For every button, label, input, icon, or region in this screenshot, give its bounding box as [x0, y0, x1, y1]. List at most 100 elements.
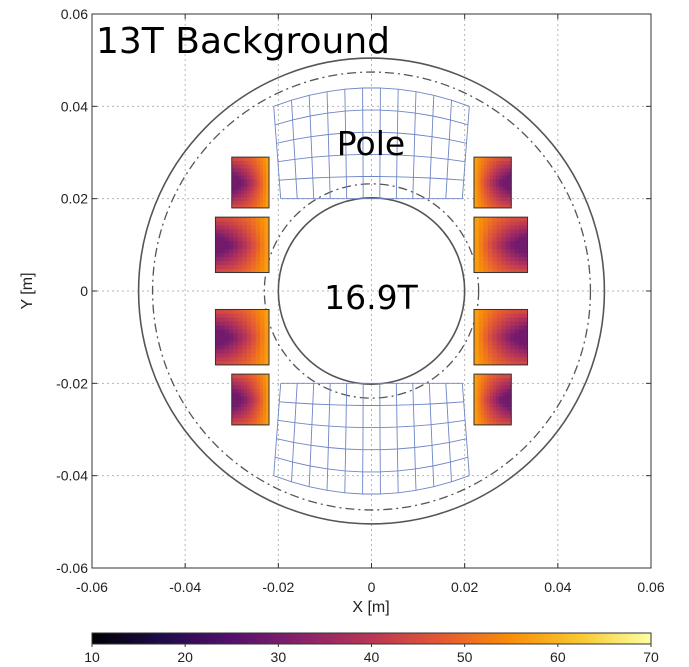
coil-cell [473, 356, 479, 362]
coil-cell [246, 229, 252, 234]
coil-cell [253, 175, 257, 180]
coil-cell [224, 229, 230, 234]
coil-cell [233, 236, 239, 242]
coil-cell [231, 189, 236, 194]
colorbar-ticks: 10 20 30 40 50 60 70 [84, 644, 659, 665]
coil-cell [265, 417, 270, 422]
colorbar-tick-label: 30 [271, 649, 287, 665]
coil-cell [247, 171, 251, 176]
coil-cell [492, 186, 497, 191]
coil-cell [253, 167, 257, 173]
colorbar-tick-label: 20 [177, 649, 193, 665]
coil-cell [514, 236, 520, 242]
coil-cell [508, 421, 512, 426]
coil-cell [237, 356, 243, 362]
coil-cell [496, 236, 502, 242]
coil-cell [523, 325, 528, 330]
coil-cell [250, 388, 254, 393]
coil-cell [256, 204, 261, 209]
coil-cell [242, 360, 248, 366]
coil-cell [509, 337, 515, 342]
coil-cell [262, 157, 267, 162]
coil-cell [495, 204, 500, 209]
coil-cell [523, 248, 528, 254]
coil-cell [477, 414, 481, 419]
bore-field-label: 16.9T [324, 278, 418, 317]
coil-cell [508, 399, 512, 404]
coil-cell [487, 349, 493, 354]
coil-cell [256, 182, 261, 187]
coil-cell [501, 417, 506, 422]
coil-cell [219, 236, 225, 242]
coil-cell [246, 341, 252, 346]
coil-cell [259, 377, 264, 382]
coil-cell [477, 395, 481, 400]
coil-cell [224, 236, 230, 242]
coil-cell [496, 268, 502, 273]
coil-cell [247, 421, 251, 426]
coil-cell [505, 399, 509, 404]
coil-cell [237, 377, 242, 382]
coil-cell [477, 175, 481, 180]
coil-cell [264, 244, 270, 250]
coil-cell [219, 221, 225, 226]
coil-cell [509, 240, 515, 246]
coil-cell [237, 178, 242, 183]
coil-cell [247, 403, 251, 408]
coil-cell [234, 175, 239, 180]
coil-cell [473, 160, 478, 165]
coil-cell [247, 193, 251, 198]
coil-cell [231, 182, 236, 187]
dashdot-circle [263, 183, 480, 399]
coil-cell [487, 244, 493, 250]
coil-cell [228, 256, 234, 262]
coil-block [473, 216, 529, 274]
coil-cell [231, 388, 236, 393]
coil-cell [231, 178, 236, 183]
coil-cell [237, 345, 243, 350]
coil-cell [473, 204, 478, 209]
coil-cell [505, 395, 509, 400]
coil-cell [260, 321, 265, 326]
coil-cell [505, 392, 509, 397]
coil-cell [234, 399, 239, 404]
coil-cell [478, 352, 484, 358]
coil-cell [486, 204, 490, 209]
coil-cell [233, 217, 239, 222]
coil-cell [509, 333, 515, 338]
coil-cell [215, 236, 221, 242]
coil-cell [514, 317, 520, 322]
coil-cell [487, 221, 493, 226]
pole-mesh-line [277, 419, 466, 429]
coil-cell [242, 225, 248, 230]
coil-cell [505, 410, 509, 415]
coil-cell [234, 167, 239, 173]
coil-cell [478, 337, 484, 342]
coil-cell [228, 236, 234, 242]
coil-cell [489, 157, 494, 162]
coil-cell [473, 197, 478, 202]
coil-cell [219, 240, 225, 246]
coil-cell [498, 160, 503, 165]
coil-cell [505, 264, 511, 269]
coil-cell [489, 178, 494, 183]
coil-cell [265, 377, 270, 382]
coil-cell [251, 333, 257, 338]
coil-block [473, 308, 529, 366]
coil-cell [237, 167, 242, 173]
coil-cell [508, 160, 512, 165]
colorbar-tick-label: 60 [550, 649, 566, 665]
coil-cell [244, 384, 248, 390]
coil-cell [518, 236, 524, 242]
coil-cell [265, 403, 270, 408]
coil-cell [244, 178, 248, 183]
coil-cell [496, 325, 502, 330]
coil-cell [480, 175, 484, 180]
coil-cell [478, 232, 484, 238]
coil-cell [228, 325, 234, 330]
coil-cell [233, 309, 239, 314]
coil-cell [501, 414, 506, 419]
coil-cell [255, 264, 261, 269]
coil-cell [487, 240, 493, 246]
coil-cell [492, 410, 497, 415]
